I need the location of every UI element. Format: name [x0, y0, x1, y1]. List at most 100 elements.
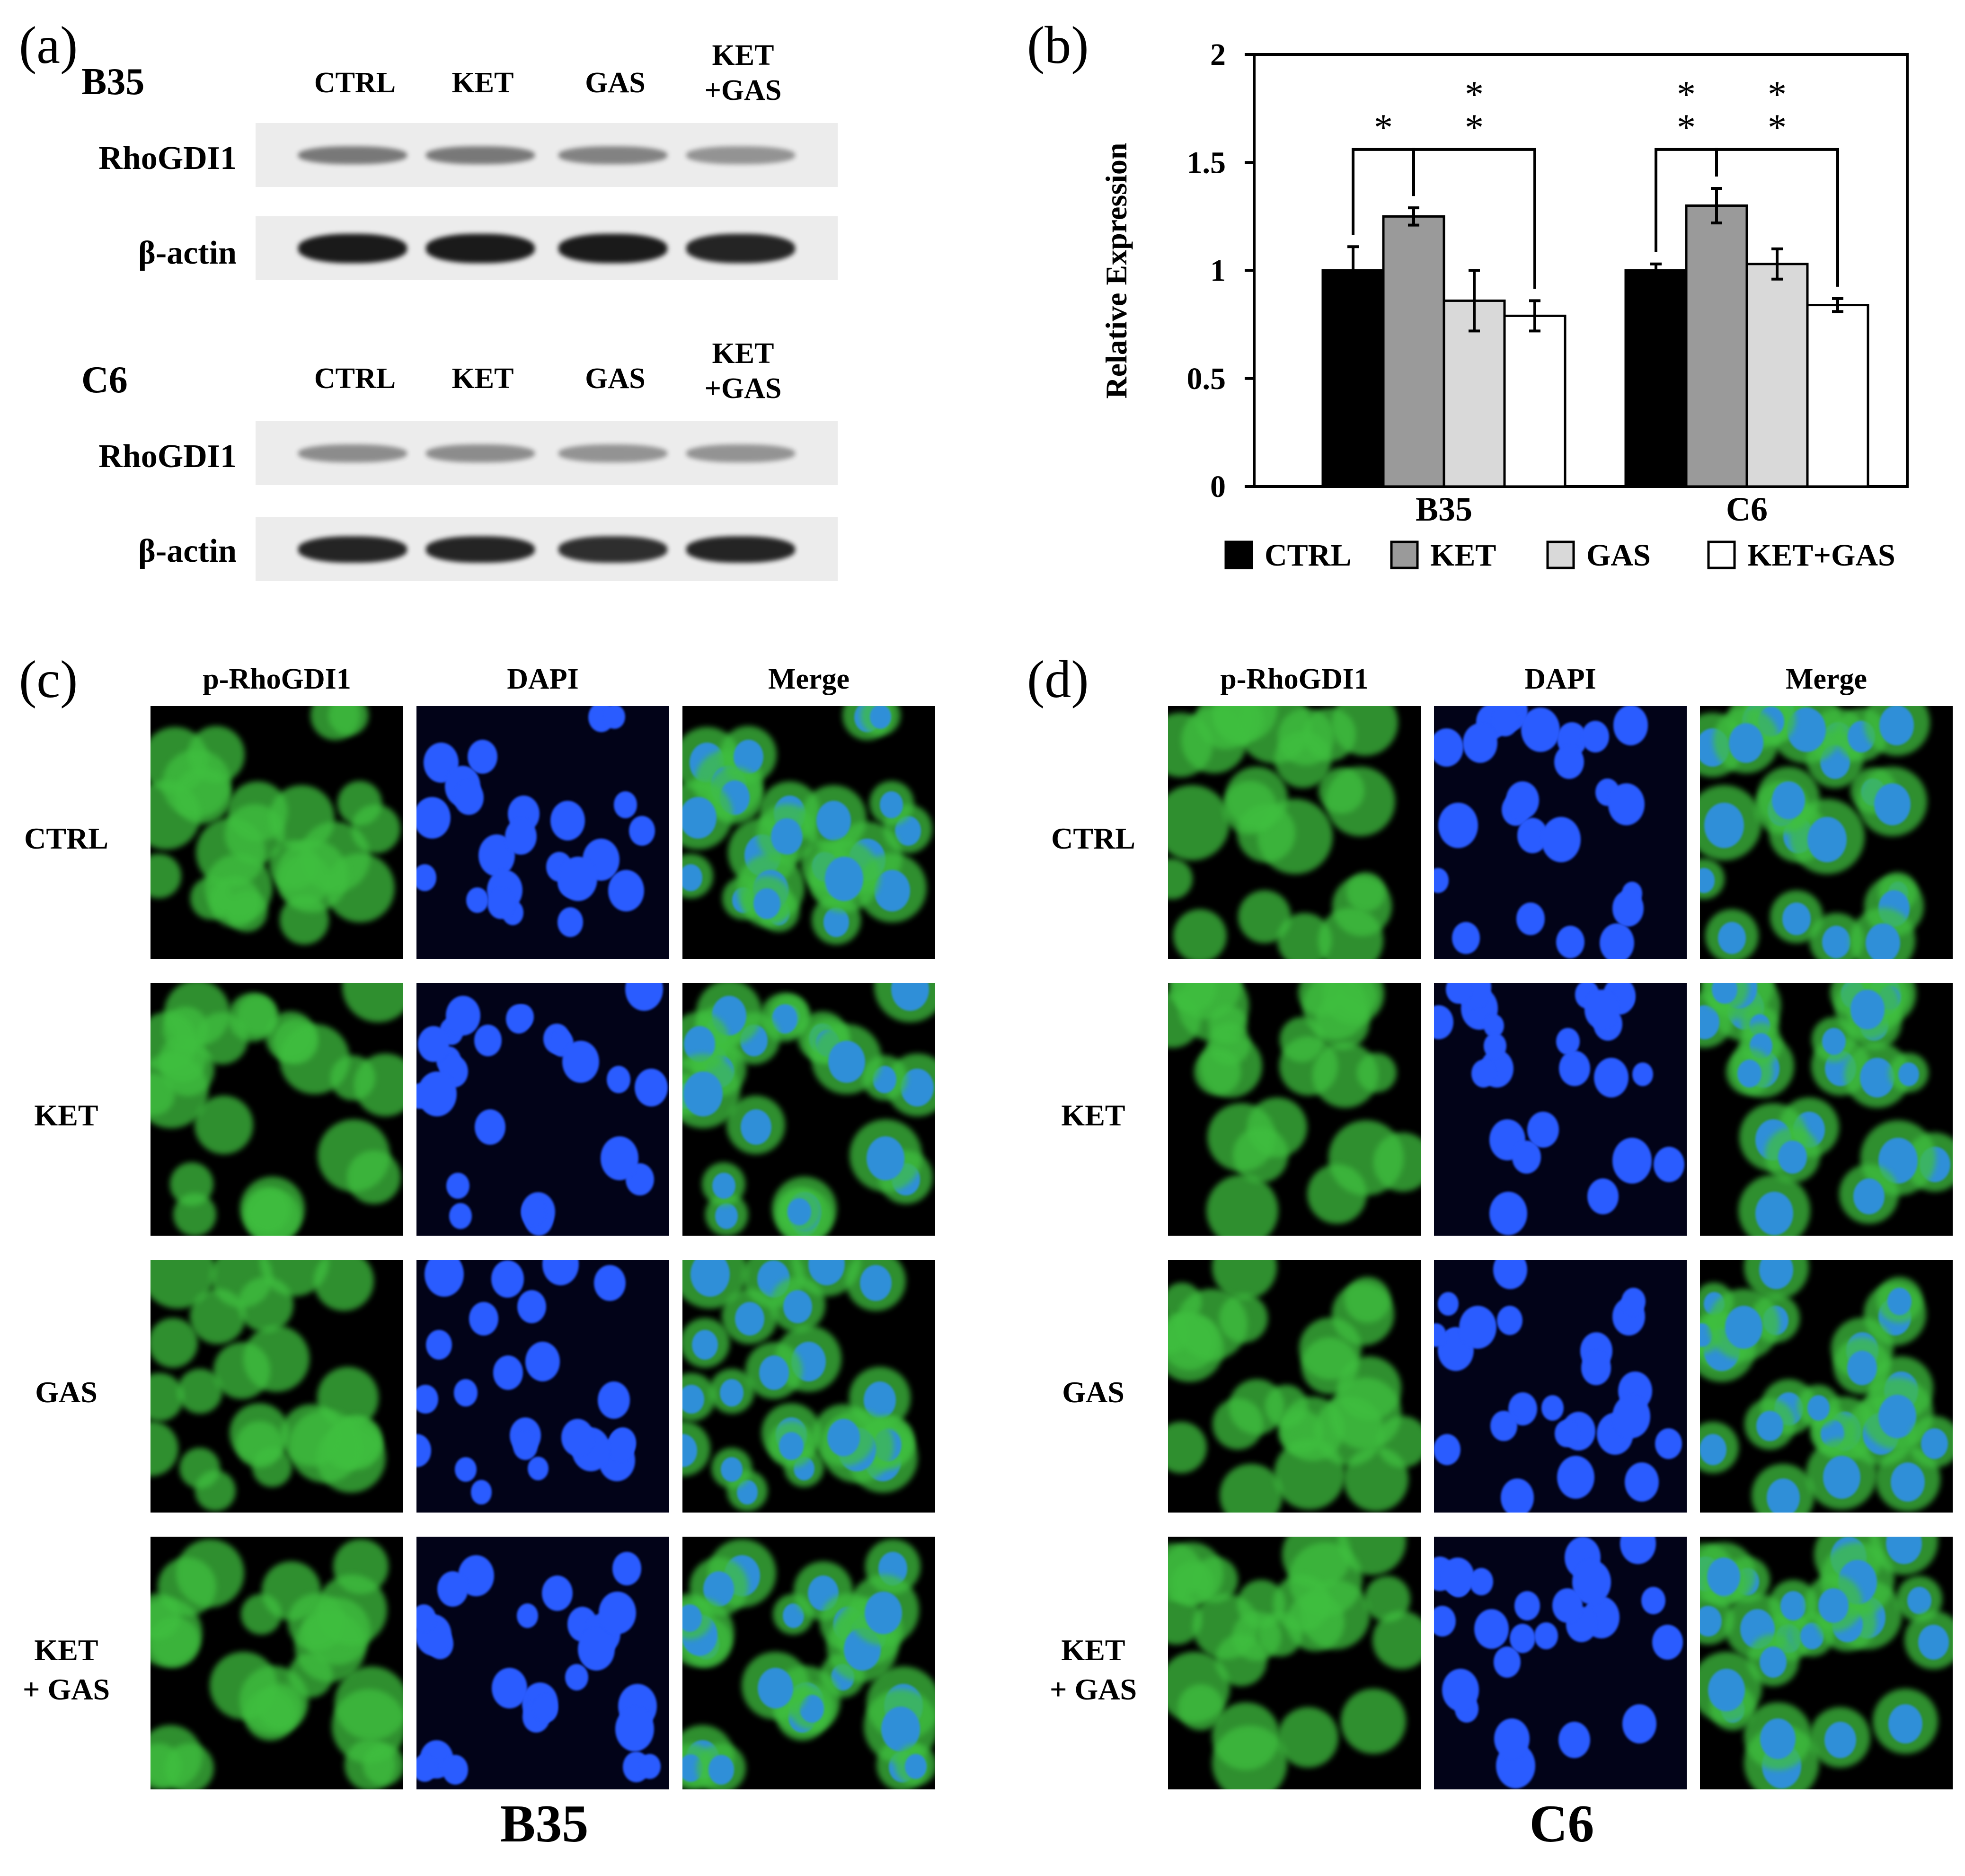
cell-body [1212, 1398, 1264, 1450]
cell-body [209, 876, 261, 927]
nucleus [550, 801, 585, 841]
nucleus [720, 1379, 744, 1407]
cell-body [342, 983, 403, 1023]
nucleus [1612, 890, 1644, 927]
nucleus [1907, 1586, 1931, 1615]
nucleus [1612, 1395, 1651, 1438]
nucleus [1500, 1478, 1534, 1513]
nucleus [1496, 1305, 1522, 1336]
cell-body [245, 1187, 291, 1233]
nucleus [594, 1265, 626, 1301]
nucleus [904, 1753, 927, 1779]
nucleus [1521, 707, 1560, 752]
legend-swatch [1707, 540, 1736, 569]
nucleus [565, 1664, 588, 1691]
nucleus [1437, 1292, 1459, 1316]
y-tick-label: 2 [1210, 37, 1226, 72]
panel_d-image-p-rhogdi1-2 [1168, 983, 1421, 1236]
panel_d-image-p-rhogdi1-3 [1168, 1260, 1421, 1513]
nucleus [1613, 706, 1648, 745]
nucleus [1512, 1140, 1541, 1174]
cell-body [1341, 1689, 1407, 1754]
nucleus [1621, 1287, 1646, 1316]
nucleus [534, 1695, 558, 1723]
significance-star: * [1465, 107, 1484, 149]
nucleus [416, 864, 437, 891]
nucleus [558, 857, 597, 901]
y-axis-label: Relative Expression [1099, 142, 1133, 398]
blot-c6-lane-3: GAS [585, 363, 646, 395]
nucleus [1555, 1420, 1579, 1447]
panel_c-image-dapi-4 [416, 1537, 669, 1789]
nucleus [449, 1203, 472, 1230]
panel_d-image-merge-3 [1700, 1260, 1953, 1513]
panel_c-image-p-rhogdi1-4 [150, 1537, 403, 1789]
blot-band [298, 233, 407, 263]
panel-b-label: (b) [1027, 16, 1089, 75]
nucleus [597, 1381, 630, 1419]
nucleus [417, 1026, 449, 1062]
nucleus [1760, 1718, 1796, 1760]
nucleus [454, 1379, 478, 1407]
cell-body [1273, 1574, 1330, 1632]
nucleus [1921, 1428, 1948, 1460]
nucleus [635, 1068, 668, 1107]
nucleus [1700, 1434, 1727, 1466]
nucleus [708, 1755, 735, 1785]
nucleus [1655, 1428, 1682, 1460]
nucleus [683, 1071, 723, 1117]
nucleus [1441, 1557, 1474, 1596]
y-tick-label: 1.5 [1187, 145, 1226, 180]
cell-body [1302, 983, 1369, 1040]
bar-ket-c6 [1685, 204, 1748, 488]
nucleus [528, 1456, 549, 1481]
panel_d-row-label-2: KET [1061, 1098, 1125, 1132]
cell-body [1325, 767, 1395, 837]
blot-b35-row-2-label: β-actin [138, 235, 237, 271]
nucleus [1878, 1395, 1917, 1438]
nucleus [779, 1432, 804, 1460]
nucleus [577, 1628, 615, 1671]
blot-band [558, 536, 667, 563]
nucleus [1541, 1395, 1564, 1421]
cell-body [1318, 907, 1384, 959]
panel_c-image-p-rhogdi1-3 [150, 1260, 403, 1513]
nucleus [682, 1384, 704, 1414]
panel_d-col-header-3: Merge [1785, 663, 1868, 695]
blot-b35-lane-4: KET +GAS [704, 39, 782, 107]
nucleus [824, 857, 863, 901]
nucleus [638, 1753, 661, 1779]
nucleus [608, 869, 645, 911]
y-tick-label: 1 [1210, 254, 1226, 288]
nucleus [1582, 720, 1610, 752]
nucleus [1708, 1668, 1745, 1712]
panel_c-image-merge-3 [682, 1260, 935, 1513]
nucleus [1434, 1434, 1461, 1466]
nucleus [1653, 1146, 1684, 1182]
nucleus [516, 1603, 539, 1628]
legend-swatch [1390, 540, 1419, 569]
nucleus [625, 983, 663, 1011]
nucleus [1707, 1557, 1740, 1596]
significance-star: * [1677, 107, 1696, 149]
cell-body [1307, 1164, 1367, 1224]
panel_d-image-p-rhogdi1-4 [1168, 1537, 1421, 1789]
cell-body [280, 1024, 350, 1094]
blot-b35-row-1-label: RhoGDI1 [98, 140, 237, 177]
nucleus [1459, 1305, 1497, 1349]
cell-body [170, 1162, 214, 1206]
panel_d-col-header-2: DAPI [1524, 663, 1596, 695]
panel_c-image-merge-4 [682, 1537, 935, 1789]
blot-band [558, 444, 667, 462]
nucleus [1632, 1062, 1653, 1086]
nucleus [1879, 706, 1914, 745]
nucleus [1780, 1591, 1806, 1620]
blot-band [558, 233, 667, 263]
blot-c6-title: C6 [81, 359, 128, 401]
nucleus [505, 1004, 531, 1034]
nucleus [1556, 926, 1585, 959]
nucleus [517, 1290, 547, 1324]
nucleus [1489, 1191, 1528, 1235]
nucleus [1490, 1410, 1517, 1442]
panel_c-image-dapi-3 [416, 1260, 669, 1513]
